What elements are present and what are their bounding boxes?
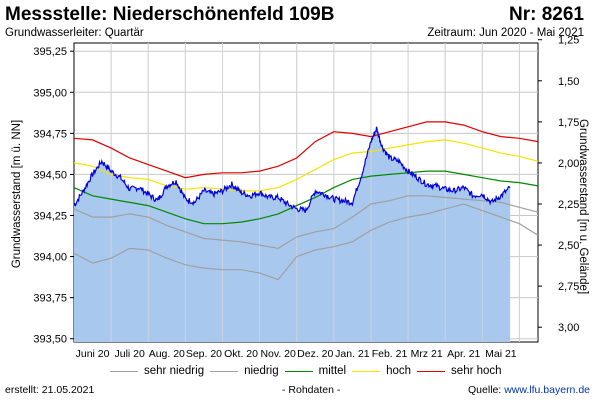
y-tick-label-left: 394,75 <box>33 128 67 140</box>
x-tick-label: Nov. 20 <box>260 348 296 360</box>
legend-label-hoch: hoch <box>386 365 412 377</box>
axes: 395,25 395,00 394,75 394,50 394,25 394,00 393,… <box>33 35 579 360</box>
series-line-niedrig <box>73 195 539 250</box>
measured-area <box>74 126 511 342</box>
series-line-sehr-hoch <box>73 121 539 179</box>
y-tick-label-right: 1,50 <box>558 76 579 88</box>
legend-item-sehr-hoch: sehr hoch <box>417 365 502 377</box>
measured-series-line <box>73 126 511 213</box>
x-tick-label: Sep. 20 <box>186 348 222 360</box>
y-tick-label-left: 393,50 <box>33 334 67 346</box>
legend-label-mittel: mittel <box>318 365 347 377</box>
x-tick-label: Apr. 21 <box>447 348 480 360</box>
source-link[interactable]: www.lfu.bayern.de <box>504 384 590 396</box>
measured-fill <box>74 43 520 342</box>
x-tick-label: Jan. 21 <box>335 348 370 360</box>
y-tick-label-left: 393,75 <box>33 293 67 305</box>
aquifer-label: Grundwasserleiter: Quartär <box>5 27 144 39</box>
y-tick-label-right: 1,75 <box>558 117 579 129</box>
y-tick-label-left: 394,00 <box>33 252 67 264</box>
series-line-mittel <box>73 170 539 225</box>
legend-swatch-hoch <box>352 370 381 372</box>
legend-label-sehr-hoch: sehr hoch <box>451 365 502 377</box>
legend-item-sehr-niedrig: sehr niedrig <box>110 365 204 377</box>
x-tick-label: Okt. 20 <box>224 348 258 360</box>
station-title: Messstelle: Niederschönenfeld 109B <box>5 4 335 25</box>
series-line-sehr-niedrig <box>73 203 539 281</box>
y-tick-label-right: 2,00 <box>558 158 579 170</box>
station-number: Nr: 8261 <box>509 4 584 25</box>
y-tick-label-right: 2,75 <box>558 281 579 293</box>
source-label: Quelle: <box>468 384 505 396</box>
raw-data-note: - Rohdaten - <box>282 384 341 396</box>
legend-swatch-niedrig <box>210 370 239 372</box>
x-tick-label: Juli 20 <box>115 348 146 360</box>
legend-label-niedrig: niedrig <box>244 365 279 377</box>
legend: sehr niedrig niedrig mittel hoch sehr ho… <box>110 365 502 377</box>
x-tick-label: Aug. 20 <box>149 348 185 360</box>
y-tick-label-left: 394,50 <box>33 169 67 181</box>
created-date: erstellt: 21.05.2021 <box>5 384 95 396</box>
legend-swatch-mittel <box>284 370 313 372</box>
x-tick-label: Dez. 20 <box>297 348 333 360</box>
y-tick-label-right: 2,50 <box>558 240 579 252</box>
y-tick-label-left: 394,25 <box>33 211 67 223</box>
legend-label-sehr-niedrig: sehr niedrig <box>144 365 205 377</box>
y-tick-label-right: 2,25 <box>558 199 579 211</box>
y-tick-label-left: 395,25 <box>33 46 67 58</box>
legend-swatch-sehr-hoch <box>417 370 446 372</box>
y-tick-label-left: 395,00 <box>33 87 67 99</box>
x-tick-label: Mrz 21 <box>411 348 443 360</box>
measured-line <box>73 126 511 213</box>
legend-swatch-sehr-niedrig <box>110 370 138 372</box>
y-tick-label-right: 3,00 <box>558 322 579 334</box>
legend-item-hoch: hoch <box>352 365 411 377</box>
x-tick-label: Feb. 21 <box>372 348 408 360</box>
legend-item-niedrig: niedrig <box>210 365 279 377</box>
series-line-hoch <box>73 139 539 192</box>
x-tick-label: Mai 21 <box>485 348 517 360</box>
legend-item-mittel: mittel <box>284 365 347 377</box>
x-tick-label: Juni 20 <box>76 348 110 360</box>
source: Quelle: www.lfu.bayern.de <box>468 384 590 396</box>
y-tick-label-right: 1,25 <box>558 35 579 47</box>
period-label: Zeitraum: Jun 2020 - Mai 2021 <box>427 27 584 39</box>
series-lines <box>73 121 539 281</box>
